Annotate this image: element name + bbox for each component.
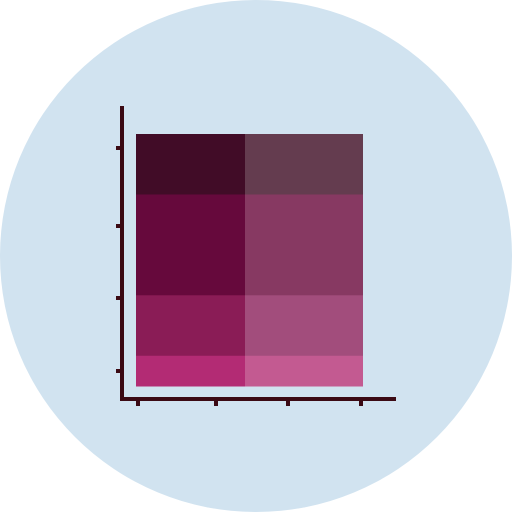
bar-segment-right-3 <box>245 295 363 357</box>
y-axis-ticks <box>116 146 122 373</box>
bar-segment-right-4 <box>245 355 363 387</box>
chart-axes <box>116 106 396 406</box>
stacked-columns <box>136 134 363 387</box>
bar-segment-left-2 <box>136 194 245 296</box>
bar-segment-left-3 <box>136 295 245 357</box>
bar-segment-right-1 <box>245 134 363 195</box>
bar-segment-right-2 <box>245 194 363 296</box>
bar-segment-left-4 <box>136 355 245 387</box>
bar-segment-left-1 <box>136 134 245 195</box>
x-axis-ticks <box>136 399 363 406</box>
